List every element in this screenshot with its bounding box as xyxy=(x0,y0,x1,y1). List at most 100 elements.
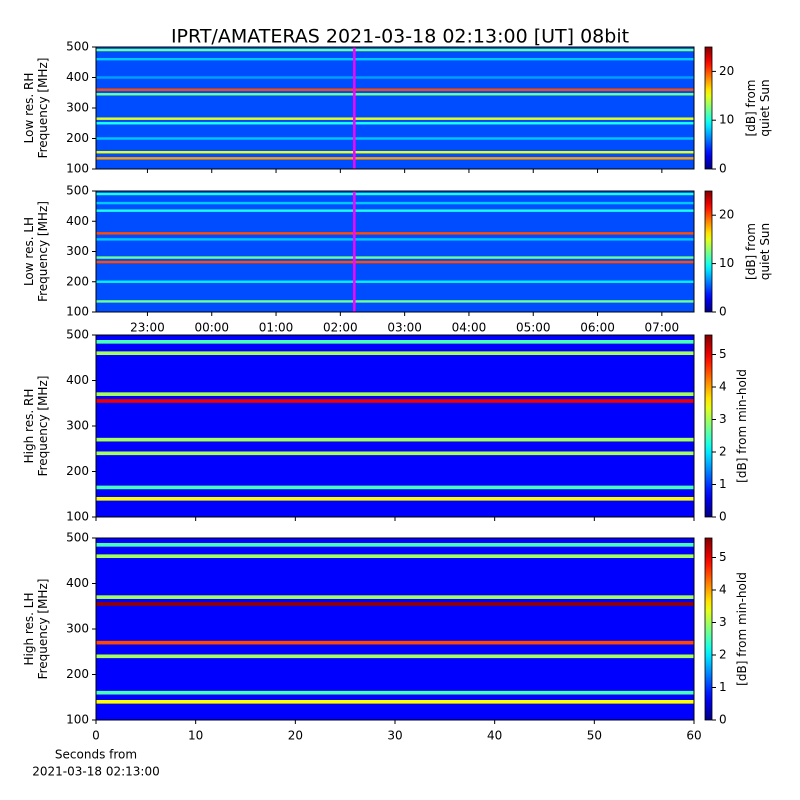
colorbar-label-line: [dB] from xyxy=(744,80,758,137)
x-tick-label: 30 xyxy=(387,729,402,743)
colorbar-tick-label: 2 xyxy=(719,445,727,459)
colorbar-label-line: quiet Sun xyxy=(758,79,772,136)
y-axis-label: High res. RHFrequency [MHz] xyxy=(22,376,50,477)
colorbar-tick-label: 10 xyxy=(719,113,734,127)
y-tick-label: 500 xyxy=(66,328,89,342)
heatmap-band xyxy=(96,595,694,599)
heatmap-band xyxy=(96,57,694,61)
heatmap-band xyxy=(96,192,694,196)
x-axis-label-line: 2021-03-18 02:13:00 xyxy=(32,765,159,779)
heatmap-band xyxy=(96,300,694,303)
heatmap-band xyxy=(96,451,694,456)
x-tick-label: 06:00 xyxy=(580,321,615,335)
y-tick-label: 500 xyxy=(66,40,89,54)
colorbar-label: [dB] fromquiet Sun xyxy=(744,79,772,136)
colorbar-tick-label: 4 xyxy=(719,380,727,394)
x-tick-label: 03:00 xyxy=(387,321,422,335)
y-axis-label-line: Low res. LH xyxy=(22,217,36,286)
x-tick-label: 01:00 xyxy=(259,321,294,335)
heatmap-band xyxy=(96,88,694,91)
heatmap-background xyxy=(96,191,694,312)
heatmap-band xyxy=(96,117,694,120)
heatmap xyxy=(96,538,694,720)
y-tick-label: 400 xyxy=(66,373,89,387)
heatmap xyxy=(96,47,694,169)
heatmap-band xyxy=(96,496,694,501)
y-tick-label: 400 xyxy=(66,70,89,84)
y-tick-label: 400 xyxy=(66,214,89,228)
heatmap-band xyxy=(96,543,694,547)
colorbar-label: [dB] from min-hold xyxy=(735,369,749,483)
heatmap-band xyxy=(96,201,694,205)
colorbar-tick-label: 0 xyxy=(719,713,727,727)
x-tick-label: 23:00 xyxy=(130,321,165,335)
heatmap xyxy=(96,191,694,312)
y-axis-label-line: Frequency [MHz] xyxy=(36,376,50,477)
heatmap-band xyxy=(96,122,694,125)
y-tick-label: 200 xyxy=(66,274,89,288)
y-axis-label: Low res. RHFrequency [MHz] xyxy=(22,58,50,159)
heatmap-band xyxy=(96,485,694,490)
y-tick-label: 100 xyxy=(66,510,89,524)
y-axis-label-line: Frequency [MHz] xyxy=(36,579,50,680)
x-tick-label: 04:00 xyxy=(452,321,487,335)
colorbar-label: [dB] from min-hold xyxy=(735,572,749,686)
heatmap-band xyxy=(96,232,694,235)
x-tick-label: 50 xyxy=(587,729,602,743)
colorbar-label-line: [dB] from min-hold xyxy=(735,572,749,686)
heatmap xyxy=(96,335,694,517)
y-tick-label: 200 xyxy=(66,464,89,478)
heatmap-band xyxy=(96,699,694,704)
y-tick-label: 300 xyxy=(66,622,89,636)
heatmap-band xyxy=(96,690,694,695)
heatmap-band xyxy=(96,238,694,241)
heatmap-band xyxy=(96,602,694,606)
x-tick-label: 20 xyxy=(288,729,303,743)
colorbar xyxy=(704,190,713,313)
colorbar-label-line: [dB] from xyxy=(744,223,758,280)
y-tick-label: 500 xyxy=(66,531,89,545)
y-tick-label: 200 xyxy=(66,131,89,145)
colorbar-label-line: quiet Sun xyxy=(758,223,772,280)
colorbar-tick-label: 1 xyxy=(719,477,727,491)
colorbar-tick-label: 0 xyxy=(719,162,727,176)
x-tick-label: 07:00 xyxy=(645,321,680,335)
colorbar-label: [dB] fromquiet Sun xyxy=(744,223,772,280)
heatmap-band xyxy=(96,151,694,154)
colorbar xyxy=(704,537,713,721)
colorbar-tick-label: 0 xyxy=(719,510,727,524)
heatmap-background xyxy=(96,335,694,517)
y-axis-label: High res. LHFrequency [MHz] xyxy=(22,579,50,680)
y-axis-label-line: Low res. RH xyxy=(22,73,36,144)
heatmap-band xyxy=(96,93,694,96)
colorbar-tick-label: 3 xyxy=(719,615,727,629)
colorbar xyxy=(704,334,713,518)
colorbar-tick-label: 20 xyxy=(719,208,734,222)
heatmap-background xyxy=(96,538,694,720)
colorbar-tick-label: 5 xyxy=(719,347,727,361)
colorbar-tick-label: 2 xyxy=(719,648,727,662)
heatmap-band xyxy=(96,654,694,659)
heatmap-band xyxy=(96,137,694,140)
x-tick-label: 0 xyxy=(92,729,100,743)
y-tick-label: 400 xyxy=(66,576,89,590)
heatmap-band xyxy=(96,256,694,259)
x-tick-label: 05:00 xyxy=(516,321,551,335)
x-tick-label: 10 xyxy=(188,729,203,743)
heatmap-band xyxy=(96,157,694,160)
heatmap-band xyxy=(96,640,694,645)
y-axis-label-line: Frequency [MHz] xyxy=(36,58,50,159)
colorbar xyxy=(704,46,713,170)
figure-title: IPRT/AMATERAS 2021-03-18 02:13:00 [UT] 0… xyxy=(171,26,629,48)
y-axis-label-line: Frequency [MHz] xyxy=(36,201,50,302)
x-tick-label: 40 xyxy=(487,729,502,743)
colorbar-tick-label: 4 xyxy=(719,583,727,597)
heatmap-band xyxy=(96,260,694,264)
y-axis-label-line: High res. LH xyxy=(22,592,36,665)
y-tick-label: 300 xyxy=(66,101,89,115)
colorbar-tick-label: 1 xyxy=(719,680,727,694)
heatmap-band xyxy=(96,209,694,212)
heatmap-band xyxy=(96,351,694,356)
colorbar-tick-label: 10 xyxy=(719,256,734,270)
